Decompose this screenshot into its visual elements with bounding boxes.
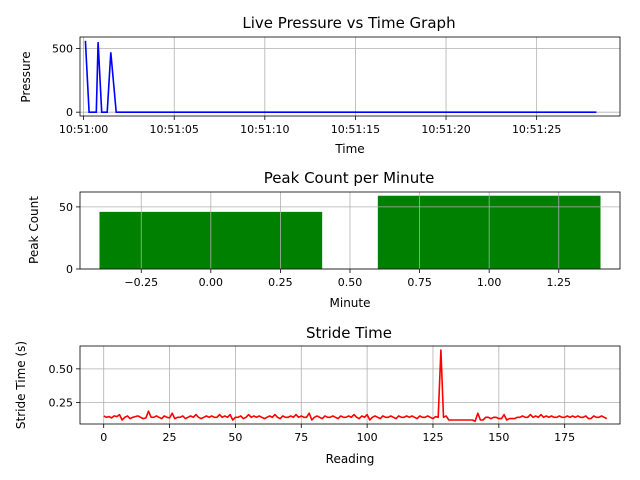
peak-count-title: Peak Count per Minute	[264, 169, 435, 187]
peak-count-x-tick-label: 0.25	[268, 276, 293, 289]
stride-time-x-tick-label: 125	[422, 431, 443, 444]
stride-time-x-tick-label: 25	[163, 431, 177, 444]
stride-time-x-tick-label: 175	[554, 431, 575, 444]
pressure-x-label: Time	[334, 142, 364, 156]
pressure-x-tick-label: 10:51:25	[512, 123, 561, 136]
stride-time-subplot: Stride Time 0 25 50 75 100 125 150 1750.250.50 …	[14, 324, 621, 466]
peak-count-y-label: Peak Count	[27, 196, 41, 264]
peak-count-x-label: Minute	[330, 296, 371, 310]
pressure-subplot: Live Pressure vs Time Graph 10:51:00 10:5…	[19, 14, 621, 156]
stride-time-axes-frame	[79, 345, 621, 425]
pressure-y-tick-label: 0	[66, 106, 73, 119]
pressure-title: Live Pressure vs Time Graph	[242, 14, 455, 32]
pressure-y-label: Pressure	[19, 51, 33, 102]
stride-time-x-tick-label: 50	[228, 431, 242, 444]
peak-count-x-tick-label: 0.00	[199, 276, 224, 289]
peak-count-axes-frame	[79, 191, 621, 270]
peak-count-x-tick-label: 0.75	[407, 276, 432, 289]
peak-count-x-tick-label: −0.25	[124, 276, 158, 289]
peak-count-x-tick-label: 0.50	[338, 276, 363, 289]
pressure-y-tick-label: 500	[52, 42, 73, 55]
peak-count-subplot: Peak Count per Minute −0.25 0.00 0.25 0.50 0…	[27, 169, 621, 310]
stride-time-y-label: Stride Time (s)	[14, 341, 28, 429]
stride-time-x-tick-label: 100	[357, 431, 378, 444]
stride-time-plot-area: 0 25 50 75 100 125 150 175 0.25 0.50	[49, 345, 621, 444]
stride-time-x-tick-label: 150	[488, 431, 509, 444]
peak-count-plot-area: −0.25 0.00 0.25 0.50 0.75 1.00 1.25 0 50	[59, 191, 621, 289]
pressure-series-line	[84, 40, 597, 113]
pressure-axes-frame	[79, 36, 621, 117]
stride-time-series-line	[103, 349, 608, 423]
peak-count-x-tick-label: 1.00	[477, 276, 502, 289]
pressure-plot-area: 10:51:00 10:51:05 10:51:10 10:51:15 10:51:20…	[52, 36, 621, 136]
stride-time-y-tick-label: 0.50	[49, 363, 74, 376]
pressure-x-tick-label: 10:51:10	[240, 123, 289, 136]
stride-time-x-label: Reading	[326, 452, 375, 466]
stride-time-y-tick-label: 0.25	[49, 396, 74, 409]
pressure-x-tick-label: 10:51:05	[150, 123, 199, 136]
pressure-x-tick-label: 10:51:00	[59, 123, 108, 136]
peak-count-y-tick-label: 50	[59, 201, 73, 214]
peak-count-y-tick-label: 0	[66, 263, 73, 276]
stride-time-x-tick-label: 0	[100, 431, 107, 444]
stride-time-title: Stride Time	[306, 324, 392, 342]
peak-count-x-tick-label: 1.25	[547, 276, 572, 289]
stride-time-x-tick-label: 75	[294, 431, 308, 444]
pressure-x-tick-label: 10:51:20	[421, 123, 470, 136]
pressure-x-tick-label: 10:51:15	[331, 123, 380, 136]
